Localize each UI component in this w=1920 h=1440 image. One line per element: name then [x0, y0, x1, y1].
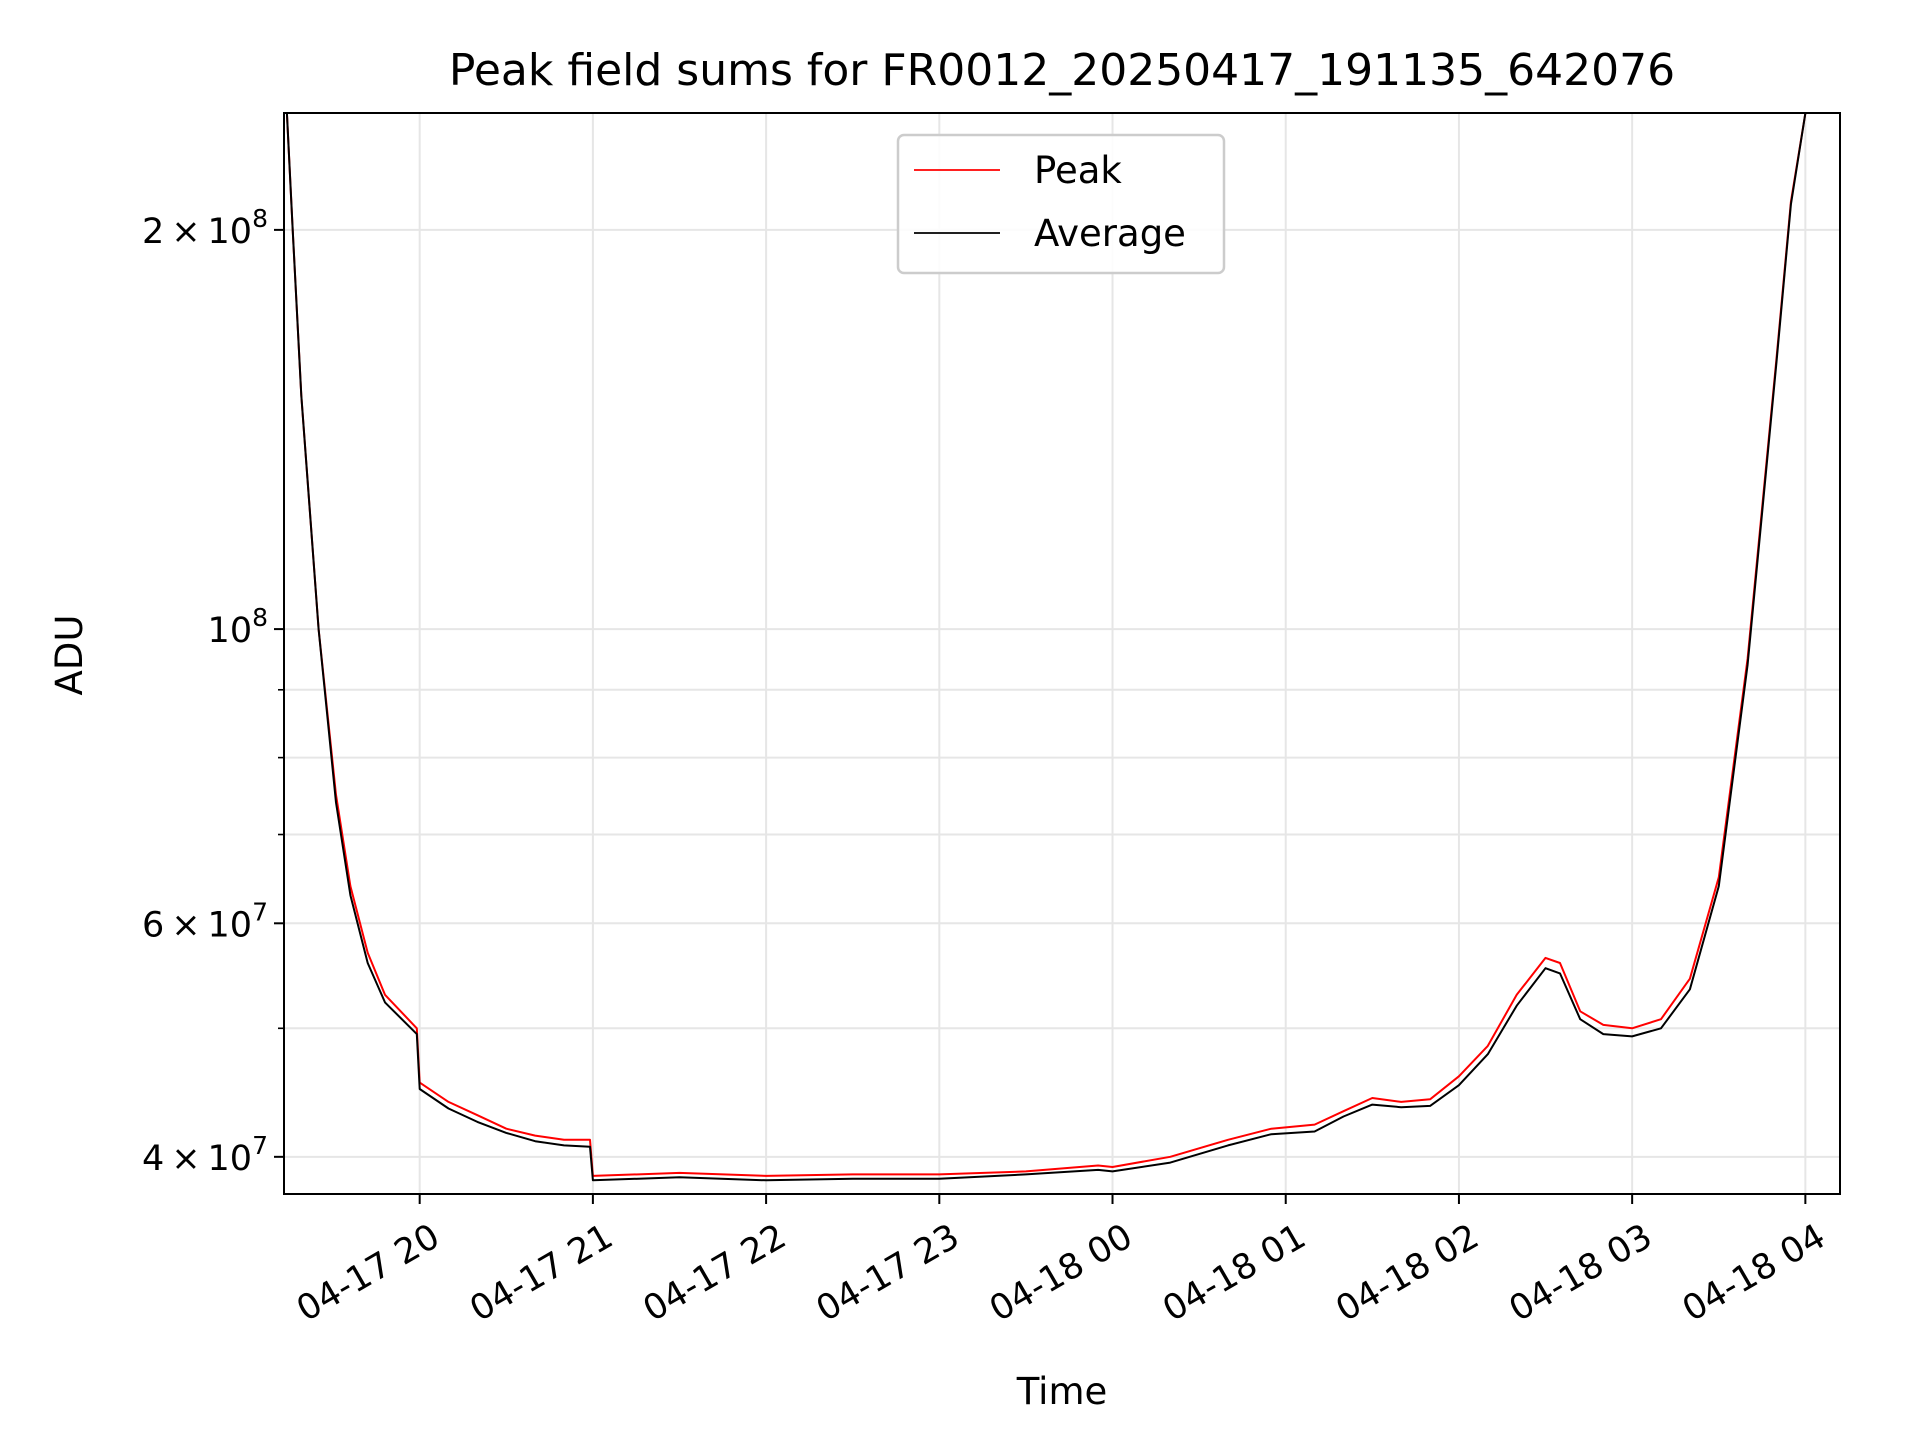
x-tick-label: 04-18 01: [1156, 1217, 1312, 1330]
x-tick-label: 04-18 04: [1676, 1217, 1832, 1330]
legend: Peak Average: [896, 133, 1226, 275]
x-tick-label: 04-18 02: [1330, 1217, 1486, 1330]
series-line-peak: [285, 113, 1807, 1177]
axis-ticks: 04-17 20 04-17 21 04-17 22 04-17 23 04-18 00…: [142, 204, 1832, 1330]
legend-label-peak: Peak: [1034, 149, 1122, 192]
y-tick-label: 6 × 107: [142, 897, 268, 945]
x-tick-label: 04-17 23: [810, 1217, 966, 1330]
y-tick-label: 108: [208, 603, 268, 651]
x-tick-label: 04-17 22: [637, 1217, 793, 1330]
series-line-average: [285, 113, 1807, 1182]
y-tick-label: 4 × 107: [142, 1131, 268, 1179]
y-axis-label: ADU: [48, 615, 91, 696]
x-tick-label: 04-18 00: [983, 1217, 1139, 1330]
x-tick-label: 04-17 20: [290, 1217, 446, 1330]
x-tick-label: 04-17 21: [463, 1217, 619, 1330]
plot-area-frame: [283, 112, 1841, 1195]
legend-label-average: Average: [1034, 212, 1186, 255]
y-tick-label: 2 × 108: [142, 204, 268, 252]
x-axis-label: Time: [1016, 1370, 1108, 1413]
grid: [284, 113, 1840, 1194]
chart-title: Peak field sums for FR0012_20250417_1911…: [449, 45, 1675, 96]
x-tick-label: 04-18 03: [1503, 1217, 1659, 1330]
series-layer: [285, 113, 1807, 1182]
